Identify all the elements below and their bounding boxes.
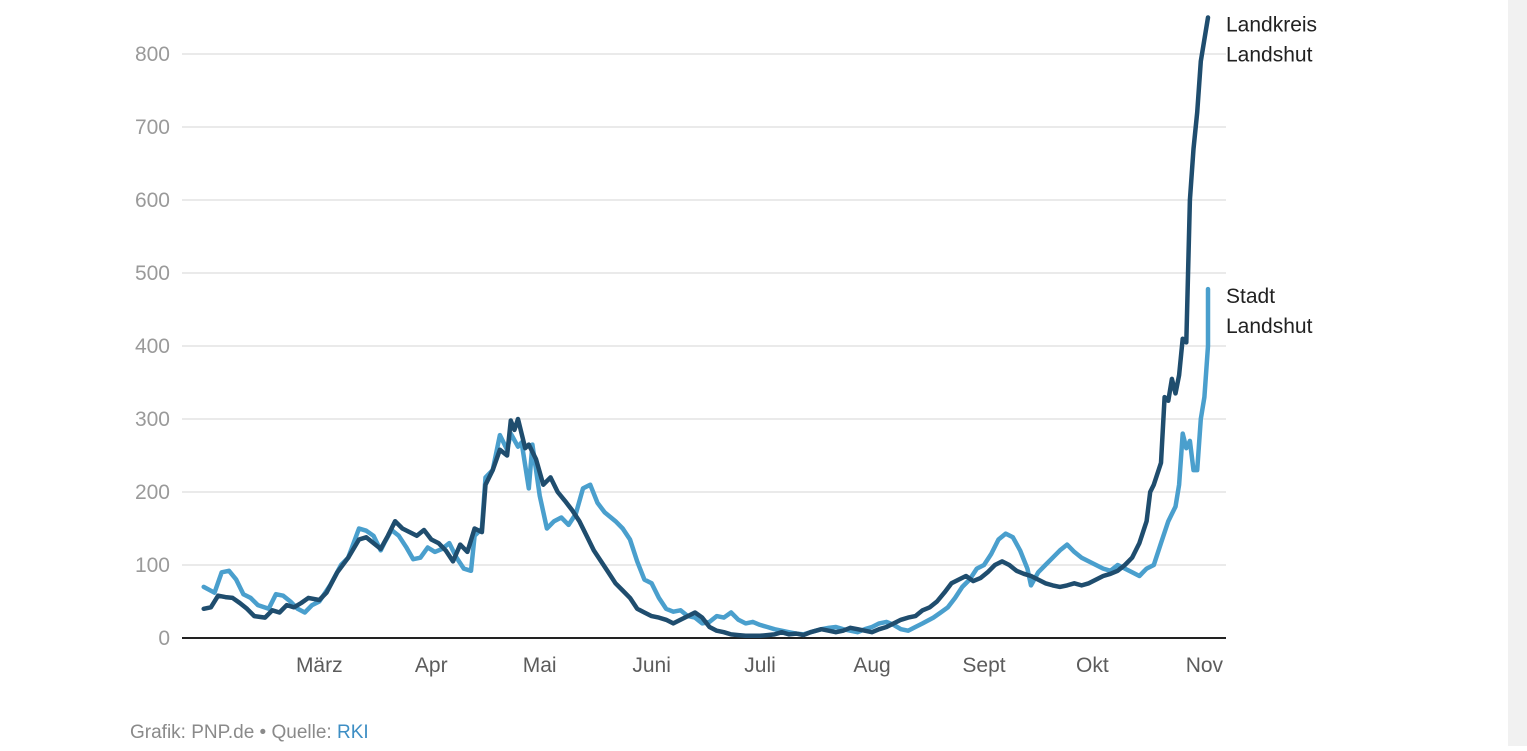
x-tick-label: März	[296, 654, 343, 677]
separator-dot: •	[254, 722, 272, 743]
x-tick-label: Aug	[853, 654, 890, 677]
series-line-landkreis-landshut	[201, 15, 1211, 639]
x-axis-ticks: März Apr Mai Juni Juli Aug Sept Okt Nov	[296, 654, 1224, 677]
series-label: Landkreis	[1226, 14, 1317, 37]
source-link-rki[interactable]: RKI	[336, 722, 369, 743]
series-label: Landshut	[1226, 44, 1313, 67]
credit-text: Grafik: PNP.de	[130, 722, 255, 743]
x-tick-label: Juli	[744, 654, 776, 677]
gridlines	[182, 53, 1226, 566]
x-tick-label: Apr	[415, 654, 448, 677]
x-tick-label: Sept	[962, 654, 1005, 677]
y-tick-label: 100	[135, 554, 170, 577]
y-tick-label: 700	[135, 116, 170, 139]
series-lines	[201, 15, 1211, 639]
y-axis-ticks: 0 100 200 300 400 500 600 700 800	[135, 43, 170, 650]
scrollbar-track[interactable]	[1508, 0, 1527, 746]
series-label: Stadt	[1226, 285, 1275, 308]
y-tick-label: 200	[135, 481, 170, 504]
x-tick-label: Nov	[1186, 654, 1224, 677]
series-line-stadt-landshut	[201, 286, 1211, 637]
y-tick-label: 500	[135, 262, 170, 285]
x-tick-label: Mai	[523, 654, 557, 677]
y-tick-label: 300	[135, 408, 170, 431]
x-tick-label: Okt	[1076, 654, 1109, 677]
y-tick-label: 0	[158, 627, 170, 650]
series-label: Landshut	[1226, 315, 1313, 338]
x-tick-label: Juni	[632, 654, 671, 677]
y-tick-label: 800	[135, 43, 170, 66]
y-tick-label: 600	[135, 189, 170, 212]
series-labels: Stadt Landshut Landkreis Landshut	[1226, 14, 1317, 339]
chart-footer: Grafik: PNP.de • Quelle: RKI	[130, 722, 369, 744]
source-label: Quelle:	[271, 722, 337, 743]
y-tick-label: 400	[135, 335, 170, 358]
